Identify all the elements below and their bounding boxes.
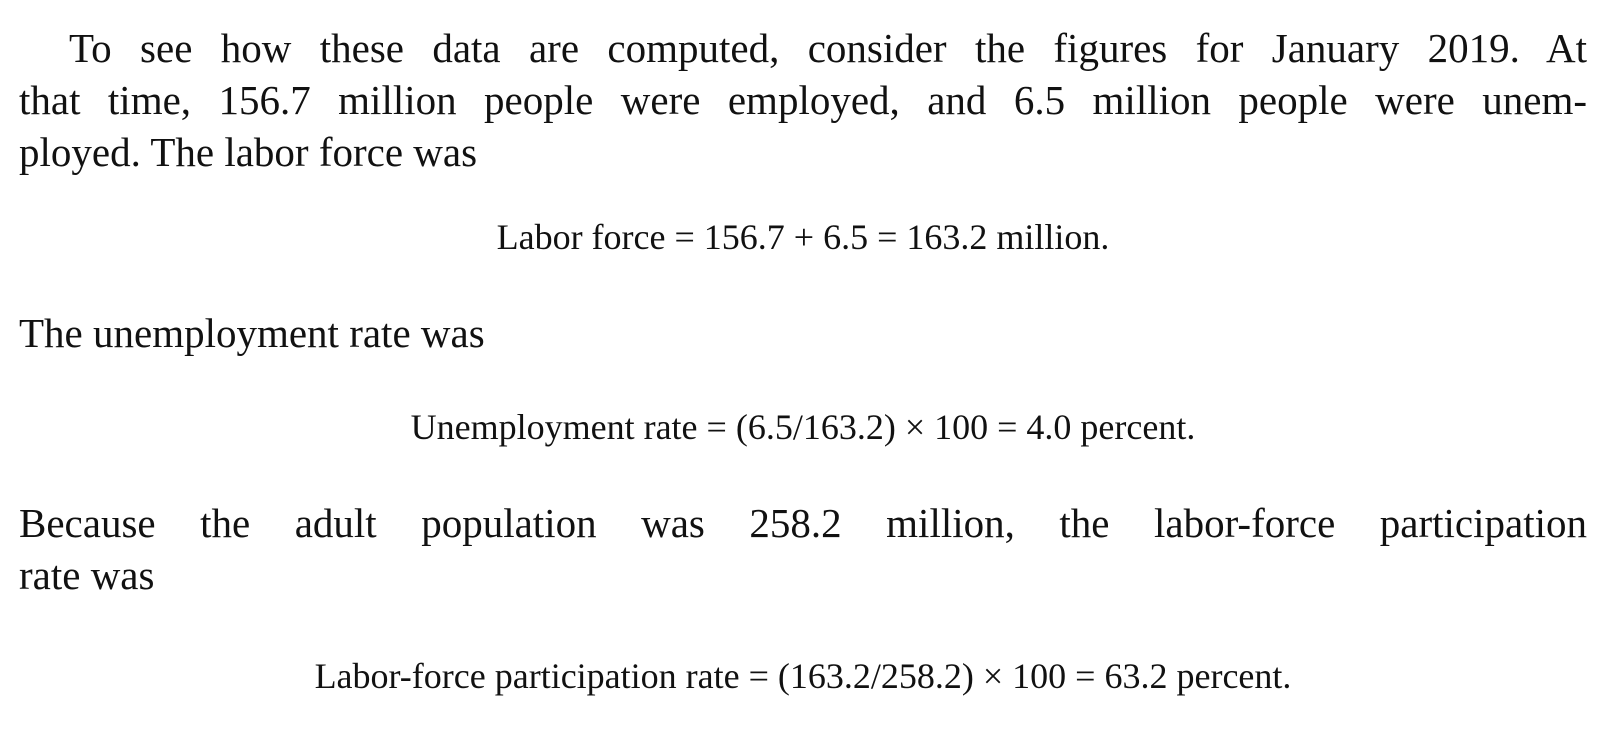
paragraph-unemployment-line: The unemployment rate was (19, 310, 485, 356)
paragraph-unemployment: The unemployment rate was (19, 307, 1587, 359)
paragraph-participation: Because the adult population was 258.2 m… (19, 497, 1587, 601)
paragraph-intro-line-2: that time, 156.7 million people were emp… (19, 77, 1587, 123)
document-page: To see how these data are computed, cons… (19, 0, 1587, 744)
paragraph-intro-line-1: To see how these data are computed, cons… (69, 25, 1587, 71)
equation-participation-rate: Labor-force participation rate = (163.2/… (314, 656, 1292, 696)
paragraph-participation-line-1: Because the adult population was 258.2 m… (19, 500, 1587, 546)
paragraph-intro: To see how these data are computed, cons… (19, 22, 1587, 178)
equation-unemployment-rate: Unemployment rate = (6.5/163.2) × 100 = … (410, 407, 1196, 447)
paragraph-intro-line-3: ployed. The labor force was (19, 129, 478, 175)
paragraph-participation-line-2: rate was (19, 552, 155, 598)
equation-labor-force: Labor force = 156.7 + 6.5 = 163.2 millio… (496, 217, 1110, 257)
